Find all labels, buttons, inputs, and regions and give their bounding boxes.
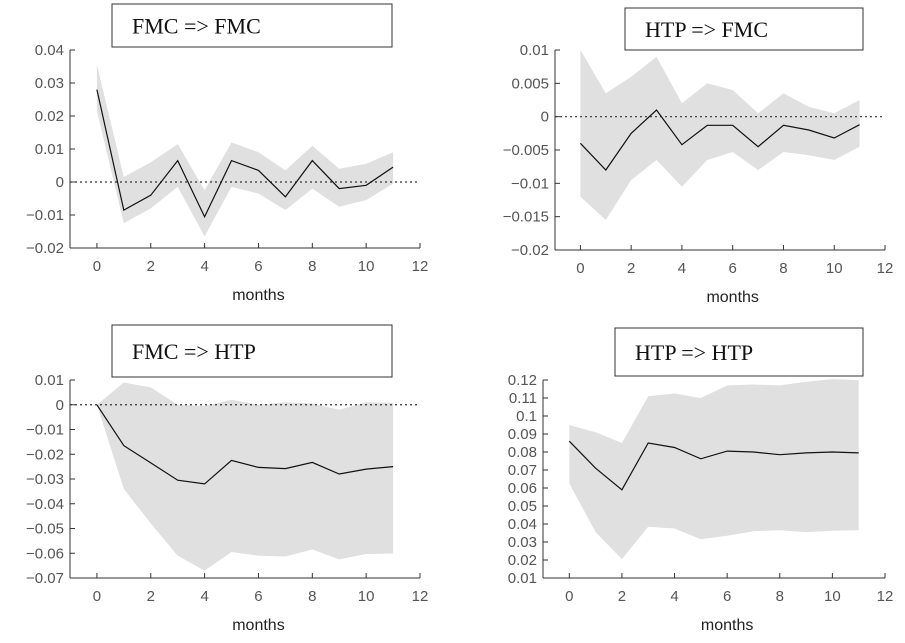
y-tick-label: −0.05 bbox=[26, 521, 64, 538]
y-tick-label: 0.02 bbox=[508, 552, 537, 569]
confidence-band bbox=[569, 379, 859, 560]
x-tick-label: 6 bbox=[254, 258, 262, 275]
y-tick-label: −0.02 bbox=[26, 446, 64, 463]
panel-title-box bbox=[624, 7, 864, 51]
panel-1: 0.04 0.03 0.02 0.01 0 −0.01 −0.02 0 2 4 6 8 10 12 mont… bbox=[26, 3, 429, 304]
x-tick-label: 2 bbox=[627, 260, 635, 277]
x-tick-label: 0 bbox=[576, 260, 584, 277]
y-tick-label: −0.015 bbox=[503, 209, 549, 226]
y-tick-label: −0.07 bbox=[26, 570, 64, 587]
x-axis-label: months bbox=[701, 617, 753, 634]
y-tick-label: −0.01 bbox=[26, 207, 64, 224]
y-tick-label: 0.08 bbox=[508, 444, 537, 461]
panel-2: 0.01 0.005 0 −0.005 −0.01 −0.015 −0.02 0 2 4 6 8 10 1… bbox=[503, 7, 894, 306]
panel-title: HTP => HTP bbox=[635, 340, 753, 365]
y-tick-label: 0.03 bbox=[508, 534, 537, 551]
x-axis-label: months bbox=[706, 289, 758, 306]
panel-4: 0.120.110.10.090.080.070.060.050.040.030… bbox=[508, 327, 894, 634]
y-tick-label: −0.03 bbox=[26, 471, 64, 488]
x-tick-label: 8 bbox=[308, 258, 316, 275]
y-tick-label: 0.04 bbox=[508, 516, 537, 533]
y-tick-label: 0.01 bbox=[35, 372, 64, 389]
panel-title: HTP => FMC bbox=[645, 17, 768, 42]
y-tick-label: −0.02 bbox=[511, 242, 549, 259]
x-tick-label: 6 bbox=[723, 588, 731, 605]
x-tick-label: 4 bbox=[678, 260, 686, 277]
x-tick-label: 12 bbox=[412, 258, 429, 275]
x-tick-label: 2 bbox=[147, 588, 155, 605]
panel-title-box bbox=[614, 327, 864, 377]
y-tick-label: −0.04 bbox=[26, 496, 64, 513]
y-tick-label: 0.11 bbox=[509, 390, 537, 407]
x-tick-label: 10 bbox=[358, 258, 375, 275]
x-tick-label: 4 bbox=[200, 258, 208, 275]
confidence-band bbox=[580, 50, 860, 220]
panel-3: 0.01 0 −0.01 −0.02 −0.03 −0.04 −0.05 −0.06 −0.07… bbox=[26, 324, 429, 634]
x-tick-label: 6 bbox=[729, 260, 737, 277]
x-tick-label: 4 bbox=[200, 588, 208, 605]
y-tick-label: 0 bbox=[56, 174, 64, 191]
x-tick-label: 0 bbox=[93, 588, 101, 605]
y-tick-label: −0.06 bbox=[26, 545, 64, 562]
response-line bbox=[96, 404, 394, 485]
y-tick-label: −0.01 bbox=[511, 175, 549, 192]
y-tick-label: 0.01 bbox=[508, 570, 537, 587]
panel-title: FMC => HTP bbox=[132, 339, 256, 364]
y-tick-label: 0.07 bbox=[508, 462, 537, 479]
y-tick-label: 0.02 bbox=[35, 108, 64, 125]
x-tick-label: 2 bbox=[618, 588, 626, 605]
x-tick-label: 8 bbox=[308, 588, 316, 605]
y-tick-label: 0.01 bbox=[520, 42, 549, 59]
x-tick-label: 12 bbox=[877, 588, 894, 605]
x-tick-label: 10 bbox=[824, 588, 841, 605]
x-tick-label: 10 bbox=[358, 588, 375, 605]
y-tick-label: 0.005 bbox=[511, 75, 549, 92]
x-axis-label: months bbox=[232, 617, 284, 634]
panel-title: FMC => FMC bbox=[132, 14, 261, 39]
x-tick-label: 8 bbox=[776, 588, 784, 605]
y-tick-label: −0.005 bbox=[503, 142, 549, 159]
x-tick-label: 8 bbox=[779, 260, 787, 277]
response-line bbox=[96, 89, 394, 219]
y-tick-label: 0.03 bbox=[35, 75, 64, 92]
y-tick-label: 0.12 bbox=[508, 372, 537, 389]
y-tick-label: 0.05 bbox=[508, 498, 537, 515]
confidence-band bbox=[96, 64, 394, 237]
y-tick-label: 0.06 bbox=[508, 480, 537, 497]
y-tick-label: −0.02 bbox=[26, 240, 64, 257]
x-tick-label: 6 bbox=[254, 588, 262, 605]
x-tick-label: 12 bbox=[877, 260, 894, 277]
y-tick-label: 0.09 bbox=[508, 426, 537, 443]
y-tick-label: 0.01 bbox=[35, 141, 64, 158]
y-tick-label: 0.1 bbox=[516, 408, 537, 425]
x-axis-label: months bbox=[232, 287, 284, 304]
x-tick-label: 4 bbox=[670, 588, 678, 605]
y-tick-label: −0.01 bbox=[26, 422, 64, 439]
x-tick-label: 12 bbox=[412, 588, 429, 605]
x-tick-label: 0 bbox=[565, 588, 573, 605]
x-tick-label: 2 bbox=[147, 258, 155, 275]
response-line bbox=[579, 109, 860, 171]
x-tick-label: 10 bbox=[826, 260, 843, 277]
y-tick-label: 0 bbox=[541, 109, 549, 126]
x-tick-label: 0 bbox=[93, 258, 101, 275]
panel-title-box bbox=[111, 324, 393, 378]
response-line bbox=[568, 440, 859, 491]
panel-title-box bbox=[111, 3, 393, 48]
confidence-band bbox=[96, 382, 394, 571]
y-tick-label: 0.04 bbox=[35, 42, 64, 59]
y-tick-label: 0 bbox=[56, 397, 64, 414]
